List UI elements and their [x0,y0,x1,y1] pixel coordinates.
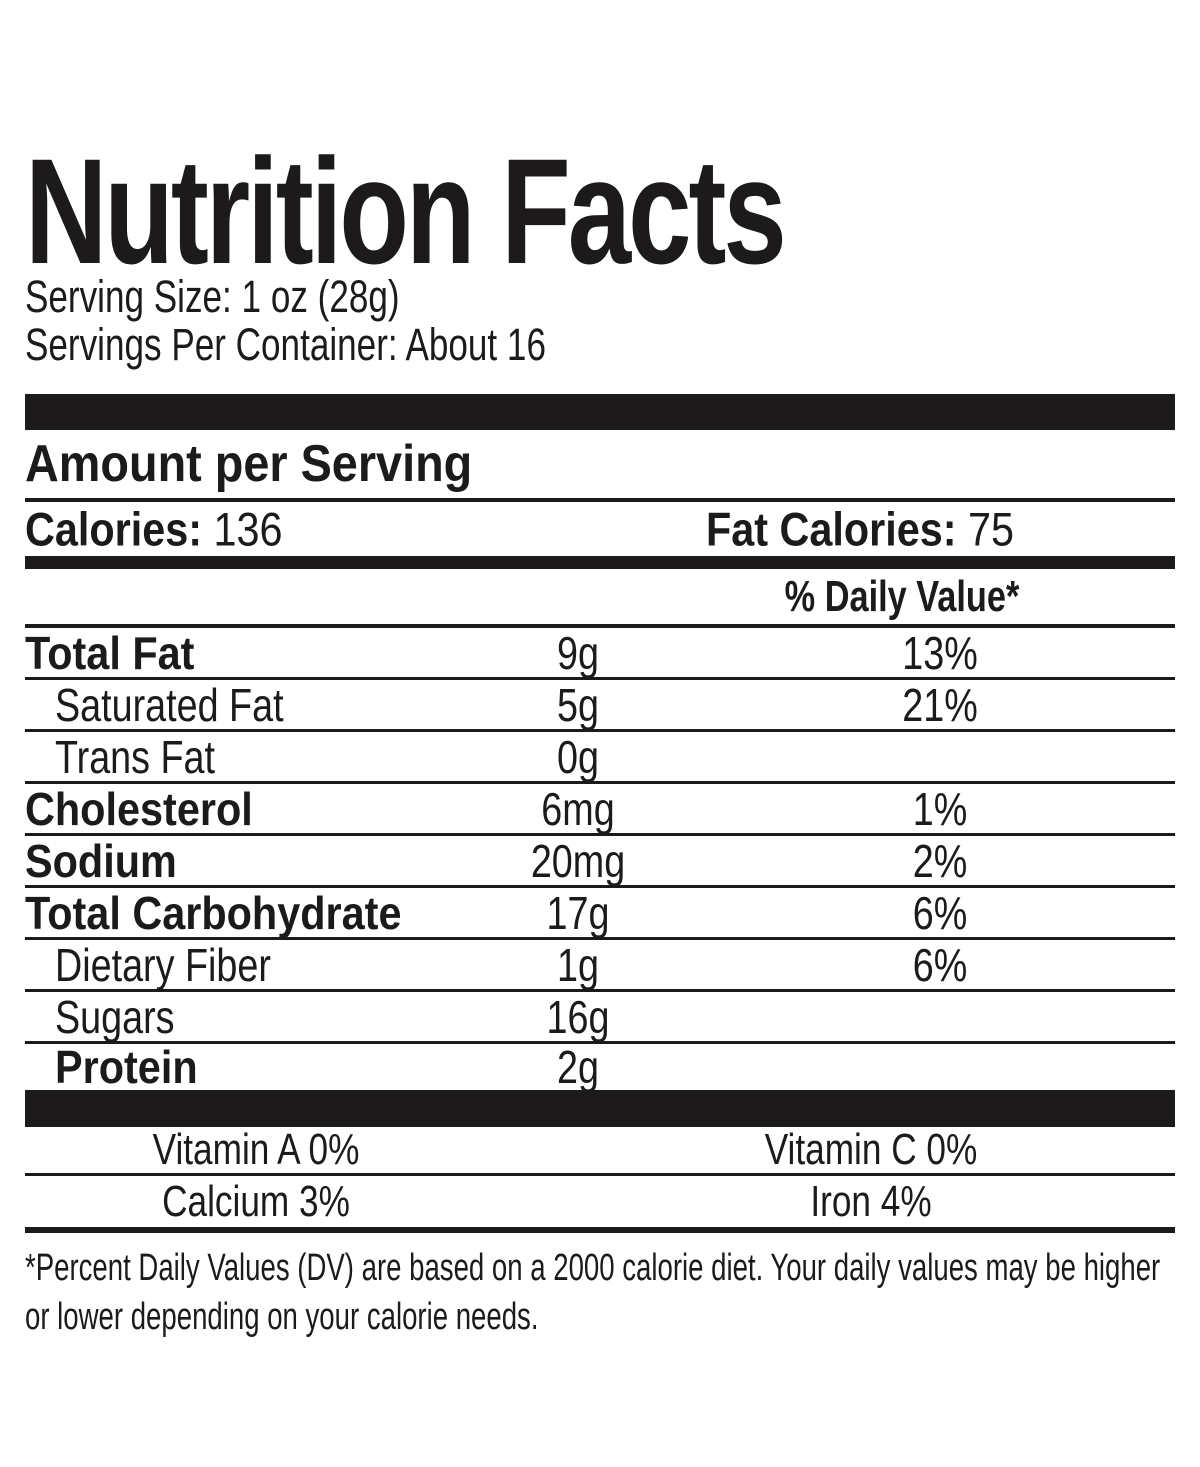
calories-divider-bar [25,556,1175,569]
calories-row: Calories: 136 Fat Calories: 75 [25,502,1175,556]
nutrient-amount: 5g [557,678,600,731]
divider-rule [25,498,1175,502]
page-title: Nutrition Facts [25,127,787,295]
nutrient-amount: 20mg [530,834,626,887]
calcium-value: Calcium 3% [162,1176,351,1226]
nutrient-name: Sugars [55,990,175,1043]
nutrient-amount: 16g [546,990,610,1043]
nutrient-name: Cholesterol [25,782,253,835]
serving-size-line: Serving Size: 1 oz (28g) [25,271,400,322]
nutrient-name: Total Carbohydrate [25,886,402,939]
nutrient-daily-value: 13% [902,626,979,679]
daily-value-footnote: *Percent Daily Values (DV) are based on … [25,1244,1175,1342]
daily-value-header: % Daily Value* [785,571,1020,621]
calories-value: 136 [213,502,283,556]
nutrient-daily-value: 2% [913,834,968,887]
calories-label: Calories: [25,502,203,556]
iron-value: Iron 4% [810,1176,933,1226]
nutrient-row-dietary-fiber: Dietary Fiber 1g 6% [25,938,1175,992]
nutrient-amount: 0g [557,730,600,783]
amount-per-serving-heading: Amount per Serving [25,435,473,493]
fat-calories-value: 75 [967,502,1014,556]
nutrient-daily-value: 6% [913,938,968,991]
vitamin-c-value: Vitamin C 0% [765,1125,978,1174]
label-content: Nutrition Facts Serving Size: 1 oz (28g)… [25,0,1175,1342]
fat-calories-label: Fat Calories: [705,502,957,556]
nutrient-amount: 2g [557,1041,600,1093]
nutrient-name: Trans Fat [55,730,216,783]
servings-per-container-line: Servings Per Container: About 16 [25,319,546,370]
nutrient-row-total-fat: Total Fat 9g 13% [25,626,1175,680]
fat-calories-group: Fat Calories: 75 [706,502,1014,557]
micronutrient-row-minerals: Calcium 3% Iron 4% [25,1176,1175,1233]
nutrient-row-cholesterol: Cholesterol 6mg 1% [25,782,1175,836]
nutrient-daily-value: 21% [902,678,979,731]
divider-rule [25,624,1175,628]
vitamin-a-value: Vitamin A 0% [152,1125,360,1174]
nutrient-name: Dietary Fiber [55,938,271,991]
micronutrient-divider-bar [25,1090,1175,1127]
nutrient-amount: 17g [546,886,610,939]
micronutrient-row-vitamins: Vitamin A 0% Vitamin C 0% [25,1125,1175,1176]
nutrient-daily-value: 1% [913,782,968,835]
footnote-text: *Percent Daily Values (DV) are based on … [25,1247,1161,1338]
nutrient-amount: 1g [557,938,600,991]
nutrient-name: Total Fat [25,626,195,679]
nutrient-row-sodium: Sodium 20mg 2% [25,834,1175,888]
nutrient-amount: 6mg [541,782,615,835]
nutrient-row-saturated-fat: Saturated Fat 5g 21% [25,678,1175,732]
nutrient-name: Saturated Fat [55,678,284,731]
nutrient-daily-value: 6% [913,886,968,939]
nutrient-row-trans-fat: Trans Fat 0g [25,730,1175,784]
nutrient-row-total-carbohydrate: Total Carbohydrate 17g 6% [25,886,1175,940]
daily-value-header-row: % Daily Value* [25,569,1175,624]
top-divider-bar [25,394,1175,430]
nutrient-row-protein: Protein 2g [25,1041,1175,1093]
nutrient-name: Protein [55,1041,198,1093]
nutrient-row-sugars: Sugars 16g [25,990,1175,1044]
nutrient-name: Sodium [25,834,177,887]
calories-group: Calories: 136 [25,502,283,557]
nutrient-amount: 9g [557,626,600,679]
